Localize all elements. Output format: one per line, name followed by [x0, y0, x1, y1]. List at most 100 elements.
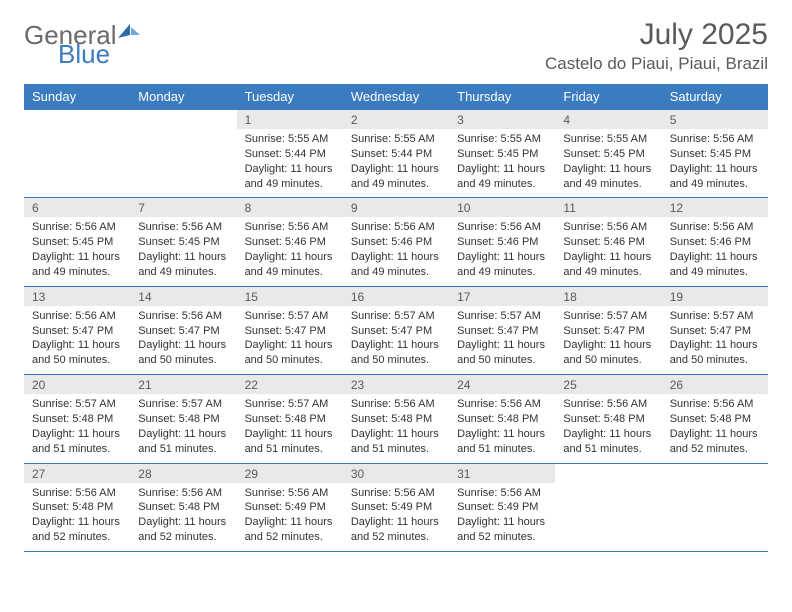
day-detail-cell: Sunrise: 5:56 AMSunset: 5:48 PMDaylight:… — [662, 394, 768, 463]
day-number-cell: 3 — [449, 110, 555, 130]
calendar-header-row: Sunday Monday Tuesday Wednesday Thursday… — [24, 84, 768, 110]
col-saturday: Saturday — [662, 84, 768, 110]
day-number-cell: 31 — [449, 463, 555, 483]
day-number-cell: 13 — [24, 286, 130, 306]
daylight-text-2: and 51 minutes. — [563, 442, 653, 457]
daylight-text-1: Daylight: 11 hours — [457, 338, 547, 353]
day-number-cell: 25 — [555, 375, 661, 395]
sunset-text: Sunset: 5:45 PM — [670, 147, 760, 162]
col-thursday: Thursday — [449, 84, 555, 110]
day-detail-cell — [662, 483, 768, 552]
day-detail-cell: Sunrise: 5:56 AMSunset: 5:48 PMDaylight:… — [130, 483, 236, 552]
day-number-cell: 29 — [237, 463, 343, 483]
sunrise-text: Sunrise: 5:56 AM — [351, 397, 441, 412]
sunset-text: Sunset: 5:45 PM — [138, 235, 228, 250]
daylight-text-2: and 52 minutes. — [351, 530, 441, 545]
day-detail-cell: Sunrise: 5:56 AMSunset: 5:47 PMDaylight:… — [130, 306, 236, 375]
day-detail-cell — [555, 483, 661, 552]
daylight-text-2: and 49 minutes. — [457, 177, 547, 192]
daylight-text-2: and 52 minutes. — [457, 530, 547, 545]
sunrise-text: Sunrise: 5:56 AM — [457, 220, 547, 235]
detail-row: Sunrise: 5:56 AMSunset: 5:45 PMDaylight:… — [24, 217, 768, 286]
day-detail-cell: Sunrise: 5:56 AMSunset: 5:48 PMDaylight:… — [449, 394, 555, 463]
daylight-text-2: and 51 minutes. — [32, 442, 122, 457]
daylight-text-2: and 49 minutes. — [457, 265, 547, 280]
day-detail-cell: Sunrise: 5:57 AMSunset: 5:47 PMDaylight:… — [555, 306, 661, 375]
day-number-cell: 28 — [130, 463, 236, 483]
day-number-cell: 26 — [662, 375, 768, 395]
sunset-text: Sunset: 5:45 PM — [32, 235, 122, 250]
sunrise-text: Sunrise: 5:57 AM — [670, 309, 760, 324]
col-tuesday: Tuesday — [237, 84, 343, 110]
col-monday: Monday — [130, 84, 236, 110]
sunrise-text: Sunrise: 5:56 AM — [32, 220, 122, 235]
day-number-cell: 27 — [24, 463, 130, 483]
daylight-text-1: Daylight: 11 hours — [563, 162, 653, 177]
daylight-text-1: Daylight: 11 hours — [138, 250, 228, 265]
day-number-cell: 8 — [237, 198, 343, 218]
daylight-text-2: and 49 minutes. — [563, 265, 653, 280]
day-detail-cell: Sunrise: 5:57 AMSunset: 5:47 PMDaylight:… — [449, 306, 555, 375]
day-number-cell: 4 — [555, 110, 661, 130]
sunrise-text: Sunrise: 5:57 AM — [457, 309, 547, 324]
daylight-text-2: and 49 minutes. — [245, 177, 335, 192]
daylight-text-2: and 50 minutes. — [245, 353, 335, 368]
daylight-text-2: and 52 minutes. — [32, 530, 122, 545]
day-detail-cell: Sunrise: 5:55 AMSunset: 5:44 PMDaylight:… — [237, 129, 343, 198]
sunset-text: Sunset: 5:48 PM — [457, 412, 547, 427]
day-detail-cell: Sunrise: 5:56 AMSunset: 5:45 PMDaylight:… — [662, 129, 768, 198]
sunset-text: Sunset: 5:47 PM — [563, 324, 653, 339]
sunset-text: Sunset: 5:49 PM — [245, 500, 335, 515]
bottom-border-row — [24, 551, 768, 552]
col-friday: Friday — [555, 84, 661, 110]
sunrise-text: Sunrise: 5:56 AM — [670, 220, 760, 235]
daylight-text-2: and 50 minutes. — [457, 353, 547, 368]
day-detail-cell: Sunrise: 5:57 AMSunset: 5:47 PMDaylight:… — [237, 306, 343, 375]
daylight-text-2: and 49 minutes. — [245, 265, 335, 280]
sunset-text: Sunset: 5:47 PM — [457, 324, 547, 339]
sunset-text: Sunset: 5:48 PM — [138, 412, 228, 427]
sunrise-text: Sunrise: 5:56 AM — [138, 486, 228, 501]
day-detail-cell: Sunrise: 5:56 AMSunset: 5:45 PMDaylight:… — [130, 217, 236, 286]
sunset-text: Sunset: 5:47 PM — [138, 324, 228, 339]
sunset-text: Sunset: 5:44 PM — [351, 147, 441, 162]
sunrise-text: Sunrise: 5:56 AM — [138, 309, 228, 324]
day-number-cell: 11 — [555, 198, 661, 218]
sunrise-text: Sunrise: 5:57 AM — [138, 397, 228, 412]
daylight-text-1: Daylight: 11 hours — [245, 427, 335, 442]
daylight-text-2: and 49 minutes. — [351, 265, 441, 280]
sunrise-text: Sunrise: 5:56 AM — [351, 486, 441, 501]
day-number-cell: 12 — [662, 198, 768, 218]
day-number-cell: 30 — [343, 463, 449, 483]
daylight-text-1: Daylight: 11 hours — [351, 515, 441, 530]
day-number-cell: 1 — [237, 110, 343, 130]
sunset-text: Sunset: 5:44 PM — [245, 147, 335, 162]
day-number-cell: 17 — [449, 286, 555, 306]
sunset-text: Sunset: 5:48 PM — [670, 412, 760, 427]
sunset-text: Sunset: 5:47 PM — [245, 324, 335, 339]
daylight-text-1: Daylight: 11 hours — [138, 427, 228, 442]
sunrise-text: Sunrise: 5:56 AM — [351, 220, 441, 235]
sunrise-text: Sunrise: 5:56 AM — [32, 309, 122, 324]
day-detail-cell: Sunrise: 5:57 AMSunset: 5:47 PMDaylight:… — [343, 306, 449, 375]
day-number-cell — [24, 110, 130, 130]
day-number-cell: 22 — [237, 375, 343, 395]
logo-triangle-icon — [118, 24, 140, 38]
sunrise-text: Sunrise: 5:56 AM — [670, 132, 760, 147]
sunset-text: Sunset: 5:47 PM — [32, 324, 122, 339]
day-detail-cell: Sunrise: 5:57 AMSunset: 5:48 PMDaylight:… — [24, 394, 130, 463]
daynum-row: 6789101112 — [24, 198, 768, 218]
sunset-text: Sunset: 5:46 PM — [457, 235, 547, 250]
daylight-text-1: Daylight: 11 hours — [670, 338, 760, 353]
sunrise-text: Sunrise: 5:55 AM — [563, 132, 653, 147]
title-block: July 2025 Castelo do Piaui, Piaui, Brazi… — [545, 18, 768, 74]
sunset-text: Sunset: 5:46 PM — [670, 235, 760, 250]
detail-row: Sunrise: 5:55 AM Sunset: 5:44 PM Daylight:… — [24, 129, 768, 198]
sunrise-text: Sunrise: 5:56 AM — [670, 397, 760, 412]
day-number-cell: 14 — [130, 286, 236, 306]
daylight-text-1: Daylight: 11 hours — [457, 427, 547, 442]
daylight-text-1: Daylight: 11 hours — [351, 250, 441, 265]
daylight-text-1: Daylight: 11 hours — [32, 515, 122, 530]
detail-row: Sunrise: 5:56 AMSunset: 5:48 PMDaylight:… — [24, 483, 768, 552]
sunrise-text: Sunrise: 5:56 AM — [245, 486, 335, 501]
